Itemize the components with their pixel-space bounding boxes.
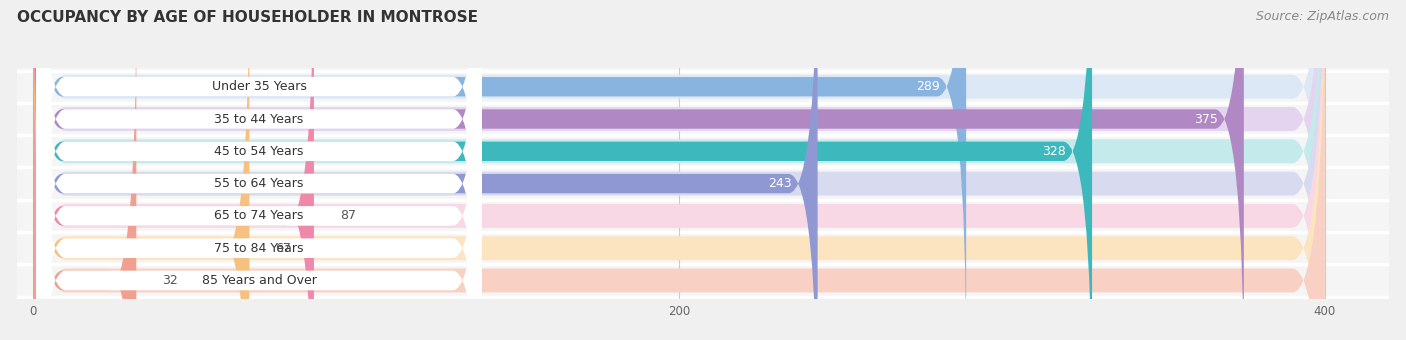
FancyBboxPatch shape <box>32 0 1324 340</box>
FancyBboxPatch shape <box>32 0 1244 340</box>
Text: 75 to 84 Years: 75 to 84 Years <box>214 242 304 255</box>
FancyBboxPatch shape <box>32 0 966 340</box>
FancyBboxPatch shape <box>32 0 1324 340</box>
FancyBboxPatch shape <box>32 0 1324 340</box>
FancyBboxPatch shape <box>32 0 1092 340</box>
Text: 243: 243 <box>768 177 792 190</box>
Text: 65 to 74 Years: 65 to 74 Years <box>214 209 304 222</box>
FancyBboxPatch shape <box>37 0 482 340</box>
Text: 55 to 64 Years: 55 to 64 Years <box>214 177 304 190</box>
FancyBboxPatch shape <box>32 0 314 340</box>
Text: 67: 67 <box>276 242 291 255</box>
Text: 375: 375 <box>1194 113 1218 125</box>
Text: 87: 87 <box>340 209 356 222</box>
Text: Under 35 Years: Under 35 Years <box>211 80 307 93</box>
Text: 35 to 44 Years: 35 to 44 Years <box>214 113 304 125</box>
FancyBboxPatch shape <box>37 0 482 340</box>
FancyBboxPatch shape <box>32 0 1324 340</box>
FancyBboxPatch shape <box>37 0 482 340</box>
Text: 85 Years and Over: 85 Years and Over <box>201 274 316 287</box>
FancyBboxPatch shape <box>32 0 1324 340</box>
FancyBboxPatch shape <box>37 0 482 340</box>
FancyBboxPatch shape <box>37 0 482 340</box>
FancyBboxPatch shape <box>32 0 1324 340</box>
FancyBboxPatch shape <box>32 0 1324 340</box>
Text: 45 to 54 Years: 45 to 54 Years <box>214 145 304 158</box>
Text: 32: 32 <box>162 274 179 287</box>
FancyBboxPatch shape <box>32 0 818 340</box>
Text: OCCUPANCY BY AGE OF HOUSEHOLDER IN MONTROSE: OCCUPANCY BY AGE OF HOUSEHOLDER IN MONTR… <box>17 10 478 25</box>
Text: Source: ZipAtlas.com: Source: ZipAtlas.com <box>1256 10 1389 23</box>
Text: 328: 328 <box>1042 145 1066 158</box>
Text: 289: 289 <box>917 80 941 93</box>
FancyBboxPatch shape <box>37 0 482 340</box>
FancyBboxPatch shape <box>37 0 482 340</box>
FancyBboxPatch shape <box>32 0 249 340</box>
FancyBboxPatch shape <box>32 0 136 340</box>
